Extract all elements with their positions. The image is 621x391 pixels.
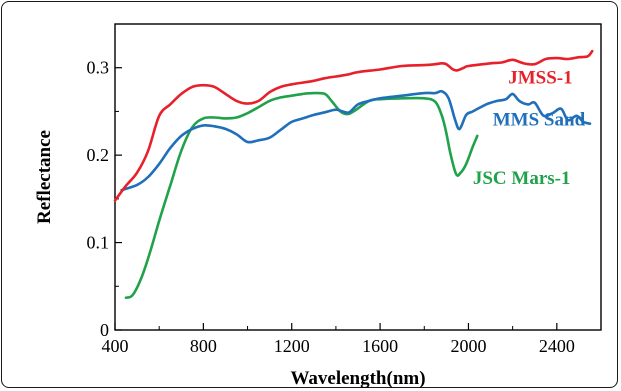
series-label: MMS Sand bbox=[493, 109, 586, 130]
y-tick-label: 0.1 bbox=[87, 233, 110, 253]
y-tick-label: 0 bbox=[100, 320, 109, 340]
series-line-mms-sand bbox=[120, 89, 592, 192]
series-line-jsc-mars-1 bbox=[124, 91, 479, 299]
y-tick-label: 0.2 bbox=[87, 145, 110, 165]
plot-area-border bbox=[114, 23, 602, 331]
series-lines bbox=[113, 49, 594, 299]
x-tick-label: 800 bbox=[190, 336, 217, 356]
x-tick-label: 2000 bbox=[450, 336, 486, 356]
axis-ticks: 400 800 1200 1600 2000 2400 0 0.1 0.2 0.3 bbox=[87, 23, 575, 356]
series-line-jmss-1 bbox=[113, 49, 594, 202]
x-tick-label: 2400 bbox=[539, 336, 575, 356]
series-labels: JMSS-1 MMS Sand JSC Mars-1 bbox=[473, 67, 586, 189]
y-tick-label: 0.3 bbox=[87, 58, 110, 78]
series-label: JMSS-1 bbox=[508, 67, 572, 88]
x-tick-label: 1600 bbox=[362, 336, 398, 356]
series-label: JSC Mars-1 bbox=[473, 168, 571, 189]
x-axis-title: Wavelength(nm) bbox=[290, 368, 425, 389]
x-tick-label: 1200 bbox=[274, 336, 310, 356]
y-axis-title: Reflectance bbox=[34, 130, 55, 224]
x-tick-label: 400 bbox=[102, 336, 129, 356]
